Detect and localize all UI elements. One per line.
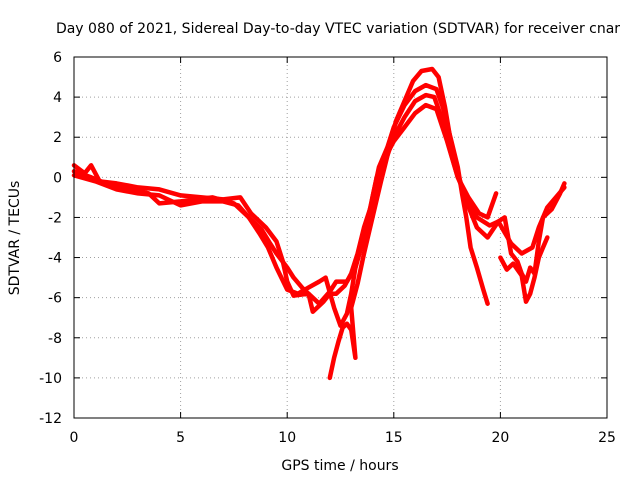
x-tick-label: 0: [70, 430, 79, 446]
series-line-arc-3: [71, 82, 490, 328]
plot-frame: [73, 56, 608, 419]
y-tick-label: 4: [53, 90, 62, 106]
series-line-arc-1: [71, 102, 499, 306]
x-axis-label: GPS time / hours: [281, 458, 398, 474]
x-tick-label: 10: [278, 430, 296, 446]
y-tick-label: -10: [39, 371, 62, 387]
y-tick-label: -12: [39, 411, 62, 427]
y-tick-label: -6: [48, 291, 62, 307]
y-tick-label: 6: [53, 50, 62, 66]
x-tick-label: 5: [176, 430, 185, 446]
chart-title: Day 080 of 2021, Sidereal Day-to-day VTE…: [56, 21, 620, 37]
y-tick-label: 0: [53, 170, 62, 186]
series-line-arc-5: [498, 235, 550, 304]
x-tick-label: 15: [385, 430, 403, 446]
y-tick-label: -2: [48, 210, 62, 226]
y-tick-label: 2: [53, 130, 62, 146]
axis-ticks: 0 5 10 15 20 25 -12 -10 -8 -6 -4 -2 0 2 4 6: [39, 50, 616, 446]
y-tick-label: -8: [48, 331, 62, 347]
x-tick-label: 20: [491, 430, 509, 446]
series-line-arc-4: [327, 66, 567, 381]
series-group: [71, 66, 567, 381]
y-axis-label: SDTVAR / TECUs: [7, 181, 23, 296]
grid: [74, 57, 607, 418]
x-tick-label: 25: [598, 430, 616, 446]
y-tick-label: -4: [48, 251, 62, 267]
